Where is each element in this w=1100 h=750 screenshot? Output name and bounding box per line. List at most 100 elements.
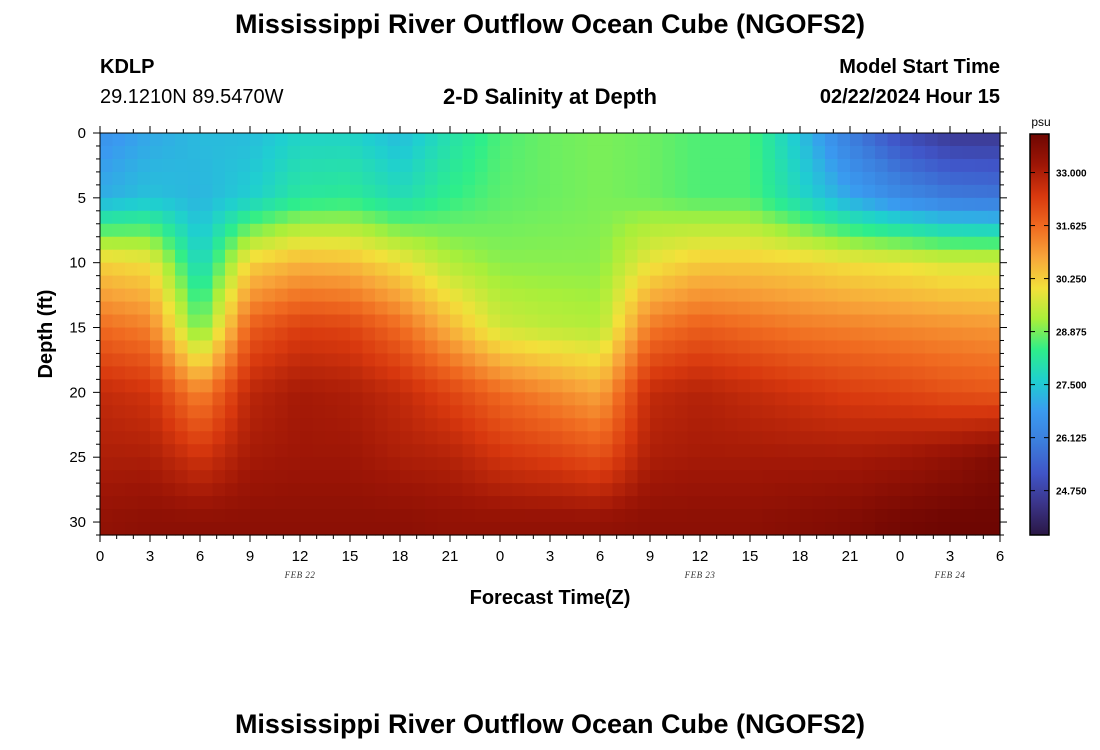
heatmap-cell — [750, 171, 764, 186]
heatmap-cell — [175, 262, 189, 277]
heatmap-cell — [237, 470, 251, 484]
heatmap-cell — [575, 522, 589, 536]
heatmap-cell — [975, 470, 989, 484]
heatmap-cell — [362, 249, 376, 264]
heatmap-cell — [412, 262, 426, 277]
heatmap-cell — [112, 236, 126, 251]
heatmap-cell — [925, 379, 939, 393]
heatmap-cell — [887, 431, 901, 445]
heatmap-cell — [325, 275, 339, 290]
heatmap-cell — [662, 379, 676, 393]
heatmap-cell — [775, 275, 789, 290]
heatmap-cell — [625, 418, 639, 432]
heatmap-cell — [237, 197, 251, 212]
heatmap-cell — [900, 392, 914, 406]
heatmap-cell — [812, 171, 826, 186]
heatmap-cell — [175, 366, 189, 380]
heatmap-cell — [775, 418, 789, 432]
heatmap-cell — [887, 405, 901, 419]
heatmap-cell — [687, 470, 701, 484]
heatmap-cell — [462, 444, 476, 458]
heatmap-cell — [837, 327, 851, 342]
heatmap-cell — [237, 418, 251, 432]
heatmap-cell — [725, 275, 739, 290]
heatmap-cell — [450, 145, 464, 160]
heatmap-cell — [650, 184, 664, 199]
heatmap-cell — [375, 249, 389, 264]
heatmap-cell — [862, 133, 876, 147]
heatmap-cell — [950, 262, 964, 277]
heatmap-cell — [537, 133, 551, 147]
heatmap-cell — [575, 223, 589, 238]
heatmap-cell — [350, 340, 364, 355]
heatmap-cell — [350, 457, 364, 471]
heatmap-cell — [550, 197, 564, 212]
heatmap-cell — [337, 301, 351, 316]
heatmap-cell — [975, 145, 989, 160]
heatmap-cell — [612, 197, 626, 212]
heatmap-cell — [500, 470, 514, 484]
heatmap-cell — [400, 184, 414, 199]
heatmap-cell — [825, 444, 839, 458]
heatmap-cell — [925, 457, 939, 471]
heatmap-cell — [337, 171, 351, 186]
main-title: Mississippi River Outflow Ocean Cube (NG… — [234, 9, 866, 39]
heatmap-cell — [725, 262, 739, 277]
heatmap-cell — [650, 470, 664, 484]
heatmap-cell — [125, 171, 139, 186]
heatmap-cell — [362, 418, 376, 432]
heatmap-cell — [412, 133, 426, 147]
heatmap-cell — [150, 171, 164, 186]
heatmap-cell — [862, 340, 876, 355]
heatmap-cell — [750, 158, 764, 173]
heatmap-cell — [200, 301, 214, 316]
heatmap-cell — [950, 353, 964, 368]
heatmap-cell — [787, 522, 801, 536]
heatmap-cell — [400, 275, 414, 290]
heatmap-cell — [437, 483, 451, 497]
heatmap-cell — [512, 496, 526, 510]
heatmap-cell — [737, 392, 751, 406]
heatmap-cell — [425, 366, 439, 380]
heatmap-cell — [562, 392, 576, 406]
heatmap-cell — [450, 133, 464, 147]
heatmap-cell — [900, 353, 914, 368]
heatmap-cell — [475, 418, 489, 432]
x-tick-label: 9 — [646, 548, 654, 565]
heatmap-cell — [525, 133, 539, 147]
heatmap-cell — [937, 275, 951, 290]
heatmap-cell — [462, 262, 476, 277]
heatmap-cell — [325, 145, 339, 160]
heatmap-cell — [262, 392, 276, 406]
heatmap-cell — [337, 522, 351, 536]
heatmap-cell — [575, 171, 589, 186]
heatmap-cell — [912, 262, 926, 277]
heatmap-cell — [150, 158, 164, 173]
heatmap-cell — [875, 340, 889, 355]
heatmap-cell — [825, 275, 839, 290]
heatmap-cell — [412, 496, 426, 510]
heatmap-cell — [700, 353, 714, 368]
heatmap-cell — [237, 133, 251, 147]
heatmap-cell — [550, 418, 564, 432]
heatmap-cell — [112, 418, 126, 432]
heatmap-cell — [812, 470, 826, 484]
heatmap-cell — [562, 275, 576, 290]
heatmap-cell — [375, 210, 389, 225]
heatmap-cell — [650, 210, 664, 225]
heatmap-cell — [500, 353, 514, 368]
heatmap-cell — [987, 470, 1001, 484]
heatmap-cell — [362, 236, 376, 251]
heatmap-cell — [362, 405, 376, 419]
heatmap-cell — [225, 145, 239, 160]
heatmap-cell — [500, 340, 514, 355]
heatmap-cell — [900, 262, 914, 277]
heatmap-cell — [275, 171, 289, 186]
heatmap-cell — [487, 392, 501, 406]
heatmap-cell — [462, 340, 476, 355]
heatmap-cell — [475, 444, 489, 458]
heatmap-cell — [337, 353, 351, 368]
heatmap-cell — [237, 379, 251, 393]
heatmap-cell — [712, 145, 726, 160]
heatmap-cell — [825, 171, 839, 186]
